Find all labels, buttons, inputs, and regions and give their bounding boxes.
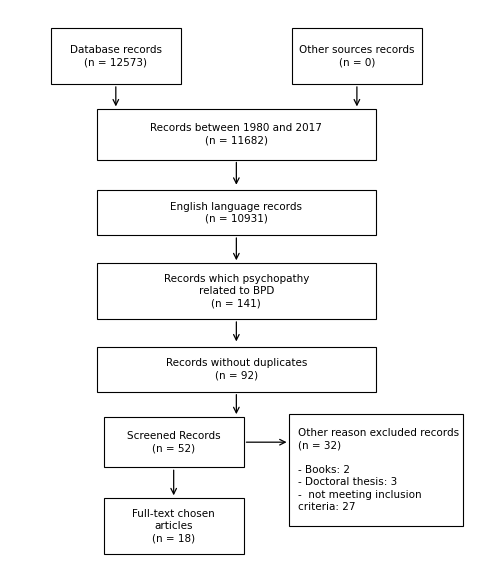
Text: articles: articles [154,521,193,531]
Text: Records without duplicates: Records without duplicates [166,358,307,368]
Text: Database records: Database records [70,45,162,55]
Bar [104,417,244,467]
Text: related to BPD: related to BPD [199,286,274,296]
Text: Other reason excluded records: Other reason excluded records [298,428,459,438]
Text: (n = 18): (n = 18) [152,533,195,544]
Text: - Doctoral thesis: 3: - Doctoral thesis: 3 [298,477,398,488]
Text: Full-text chosen: Full-text chosen [132,509,215,519]
Text: (n = 92): (n = 92) [215,371,258,381]
Bar [96,347,376,392]
Bar [96,263,376,319]
Text: (n = 11682): (n = 11682) [205,135,268,146]
Bar [104,498,244,554]
Text: (n = 12573): (n = 12573) [84,57,147,67]
Text: (n = 0): (n = 0) [338,57,375,67]
Text: English language records: English language records [170,202,303,212]
Text: (n = 141): (n = 141) [212,299,261,308]
Text: (n = 10931): (n = 10931) [205,214,268,224]
Bar [289,414,463,526]
Text: -  not meeting inclusion: - not meeting inclusion [298,490,422,500]
Text: criteria: 27: criteria: 27 [298,502,356,512]
Text: Screened Records: Screened Records [127,431,220,441]
Text: (n = 32): (n = 32) [298,441,341,451]
Bar [51,28,181,84]
Text: Other sources records: Other sources records [299,45,415,55]
Text: - Books: 2: - Books: 2 [298,465,350,475]
Bar [292,28,422,84]
Text: (n = 52): (n = 52) [152,443,195,453]
Text: Records between 1980 and 2017: Records between 1980 and 2017 [151,123,322,133]
Bar [96,109,376,160]
Text: Records which psychopathy: Records which psychopathy [164,274,309,284]
Bar [96,190,376,235]
